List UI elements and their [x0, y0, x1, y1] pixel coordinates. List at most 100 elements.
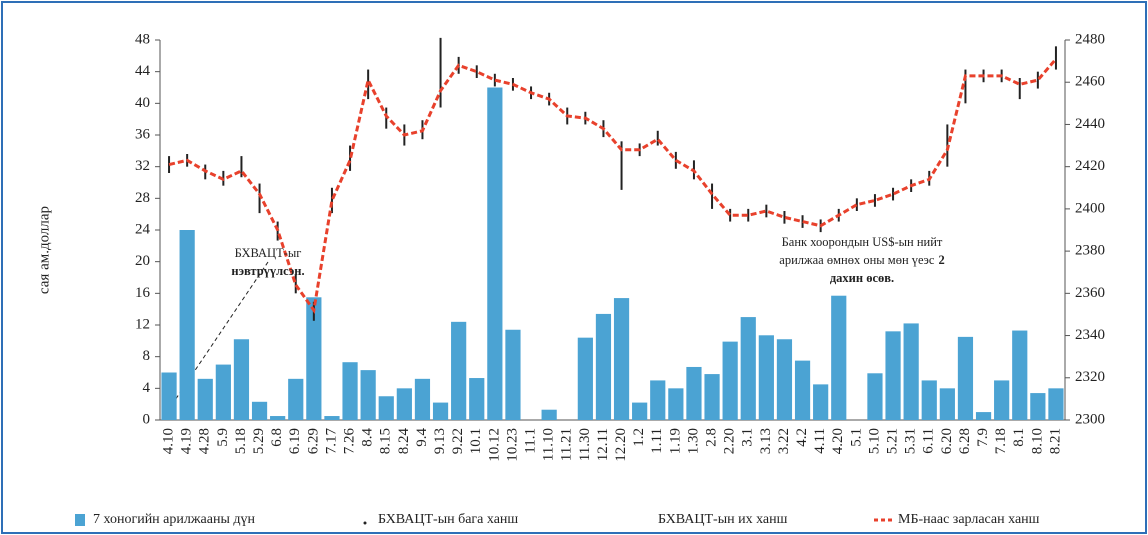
x-tick-label: 7.26 — [341, 428, 357, 455]
bar — [396, 388, 412, 420]
bar — [1012, 330, 1028, 420]
bar — [432, 402, 449, 420]
bar — [233, 339, 250, 420]
bar — [270, 416, 286, 420]
x-tick-label: 9.4 — [414, 428, 430, 447]
bar — [324, 416, 340, 420]
y-tick-label: 0 — [143, 411, 151, 427]
x-tick-label: 5.1 — [848, 428, 864, 447]
y2-tick-label: 2460 — [1075, 74, 1105, 90]
bar — [758, 335, 774, 420]
bar — [632, 402, 648, 420]
x-tick-label: 4.19 — [179, 428, 195, 454]
y2-tick-label: 2480 — [1075, 31, 1105, 47]
bar — [740, 317, 756, 420]
x-tick-label: 7.17 — [323, 428, 339, 455]
bar — [722, 341, 738, 420]
y-tick-label: 40 — [135, 95, 150, 111]
bar — [794, 360, 811, 420]
bar — [813, 384, 829, 420]
y-axis-label: сая ам.доллар — [36, 206, 52, 294]
x-tick-label: 5.9 — [215, 428, 231, 447]
bar — [487, 87, 503, 420]
bar — [776, 339, 793, 420]
x-tick-label: 11.21 — [559, 428, 575, 461]
y-tick-label: 8 — [143, 348, 151, 364]
x-tick-label: 4.11 — [812, 428, 828, 454]
y2-tick-label: 2340 — [1075, 327, 1105, 343]
x-tick-label: 5.10 — [866, 428, 882, 454]
bar — [360, 370, 376, 420]
y2-tick-label: 2420 — [1075, 158, 1105, 174]
x-tick-label: 2.8 — [703, 428, 719, 447]
bar — [541, 409, 557, 420]
x-tick-label: 6.8 — [269, 428, 285, 447]
x-tick-label: 3.1 — [740, 428, 756, 447]
legend-swatch — [75, 514, 85, 526]
bar — [957, 336, 974, 420]
annotation-part: 2 — [938, 253, 944, 267]
legend-label: БХВАЦТ-ын их ханш — [658, 512, 788, 527]
legend-label: БХВАЦТ-ын бага ханш — [378, 512, 518, 527]
bar — [903, 323, 919, 420]
x-tick-label: 1.19 — [667, 428, 683, 454]
x-tick-label: 1.2 — [631, 428, 647, 447]
bar — [342, 362, 358, 420]
bar — [975, 412, 992, 420]
x-tick-label: 6.20 — [939, 428, 955, 454]
bar — [867, 373, 883, 420]
annotation: БХВАЦТ-ыг нэвтрүүлсэн. — [231, 246, 304, 278]
x-tick-label: 7.18 — [993, 428, 1009, 454]
x-tick-label: 4.28 — [197, 428, 213, 454]
x-tick-label: 3.22 — [776, 428, 792, 454]
annotation-part: Банк хоорондын US$-ын нийт — [782, 235, 943, 249]
x-tick-label: 1.30 — [685, 428, 701, 454]
x-tick-label: 6.29 — [305, 428, 321, 454]
bar — [650, 380, 666, 420]
y2-tick-label: 2400 — [1075, 200, 1105, 216]
annotation-part: БХВАЦТ-ыг — [235, 246, 302, 260]
y-tick-label: 32 — [135, 158, 150, 174]
bar — [613, 298, 630, 420]
bar — [1048, 388, 1064, 420]
x-tick-label: 8.4 — [360, 428, 376, 447]
annotation-part: арилжаа өмнөх оны мөн үеэс — [779, 253, 935, 267]
bar — [704, 374, 720, 420]
bar — [378, 396, 394, 420]
legend-label: 7 хоногийн арилжааны дүн — [93, 512, 255, 527]
bar — [1030, 393, 1046, 420]
x-tick-label: 6.11 — [921, 428, 937, 454]
x-tick-label: 7.9 — [975, 428, 991, 447]
x-tick-label: 8.24 — [396, 428, 412, 455]
bar — [197, 378, 213, 420]
y-tick-label: 12 — [135, 316, 150, 332]
x-tick-label: 9.22 — [450, 428, 466, 454]
annotation: Банк хоорондын US$-ын нийт арилжаа өмнөх … — [779, 235, 944, 285]
y2-tick-label: 2300 — [1075, 411, 1105, 427]
x-tick-label: 12.11 — [595, 428, 611, 461]
bar — [215, 364, 231, 420]
x-tick-label: 11.1 — [522, 428, 538, 454]
y-tick-label: 16 — [135, 285, 151, 301]
legend-label: МБ-наас зарласан ханш — [898, 512, 1040, 527]
x-tick-label: 9.13 — [432, 428, 448, 454]
x-tick-label: 8.10 — [1029, 428, 1045, 454]
bar — [288, 378, 304, 420]
y-tick-label: 20 — [135, 253, 150, 269]
x-tick-label: 8.1 — [1011, 428, 1027, 447]
bar — [885, 331, 901, 420]
x-tick-label: 6.28 — [957, 428, 973, 454]
y-tick-label: 24 — [135, 221, 151, 237]
x-tick-label: 8.21 — [1047, 428, 1063, 454]
x-tick-label: 1.11 — [649, 428, 665, 454]
bar — [577, 337, 593, 420]
rate-line — [168, 58, 1058, 315]
y-tick-label: 48 — [135, 31, 150, 47]
y2-tick-label: 2320 — [1075, 369, 1105, 385]
x-tick-label: 3.13 — [758, 428, 774, 454]
x-tick-label: 8.15 — [378, 428, 394, 454]
bar — [595, 313, 612, 420]
x-tick-label: 5.18 — [233, 428, 249, 454]
